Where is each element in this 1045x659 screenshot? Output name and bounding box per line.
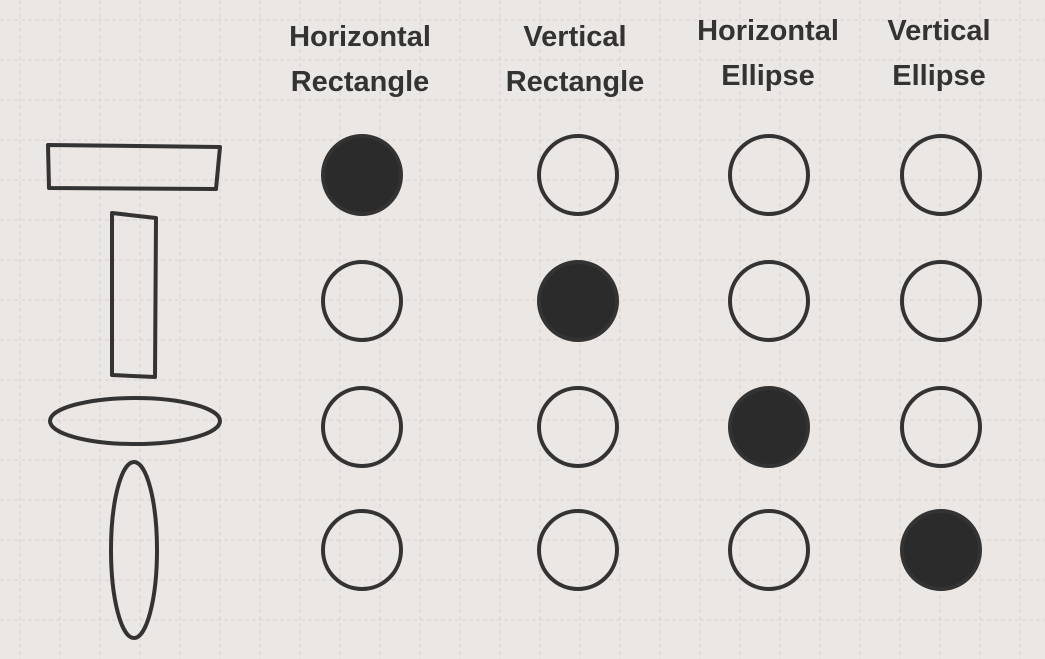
- column-header-line: Rectangle: [290, 66, 430, 98]
- vertical-rectangle-shape: [110, 211, 158, 379]
- empty-circle: [900, 134, 982, 216]
- horizontal-rectangle-shape: [46, 143, 222, 191]
- empty-circle: [728, 260, 810, 342]
- vertical-ellipse-shape: [109, 460, 159, 640]
- empty-circle: [728, 509, 810, 591]
- empty-circle: [537, 509, 619, 591]
- empty-circle: [537, 134, 619, 216]
- column-header-horizontal-rectangle: Horizontal Rectangle: [270, 15, 450, 105]
- column-header-line: Ellipse: [721, 60, 815, 92]
- column-header-line: Horizontal: [289, 21, 431, 53]
- empty-circle: [537, 386, 619, 468]
- empty-circle: [321, 509, 403, 591]
- column-header-vertical-rectangle: Vertical Rectangle: [485, 15, 665, 105]
- selected-circle: [537, 260, 619, 342]
- column-header-line: Horizontal: [697, 15, 839, 47]
- empty-circle: [900, 386, 982, 468]
- empty-circle: [321, 386, 403, 468]
- column-header-vertical-ellipse: Vertical Ellipse: [849, 9, 1029, 99]
- column-header-line: Vertical: [887, 15, 991, 47]
- selected-circle: [728, 386, 810, 468]
- selected-circle: [900, 509, 982, 591]
- horizontal-ellipse-shape: [48, 396, 222, 446]
- column-header-line: Ellipse: [892, 60, 986, 92]
- empty-circle: [900, 260, 982, 342]
- selected-circle: [321, 134, 403, 216]
- empty-circle: [321, 260, 403, 342]
- column-header-line: Vertical: [523, 21, 627, 53]
- column-header-line: Rectangle: [505, 66, 645, 98]
- empty-circle: [728, 134, 810, 216]
- column-header-horizontal-ellipse: Horizontal Ellipse: [678, 9, 858, 99]
